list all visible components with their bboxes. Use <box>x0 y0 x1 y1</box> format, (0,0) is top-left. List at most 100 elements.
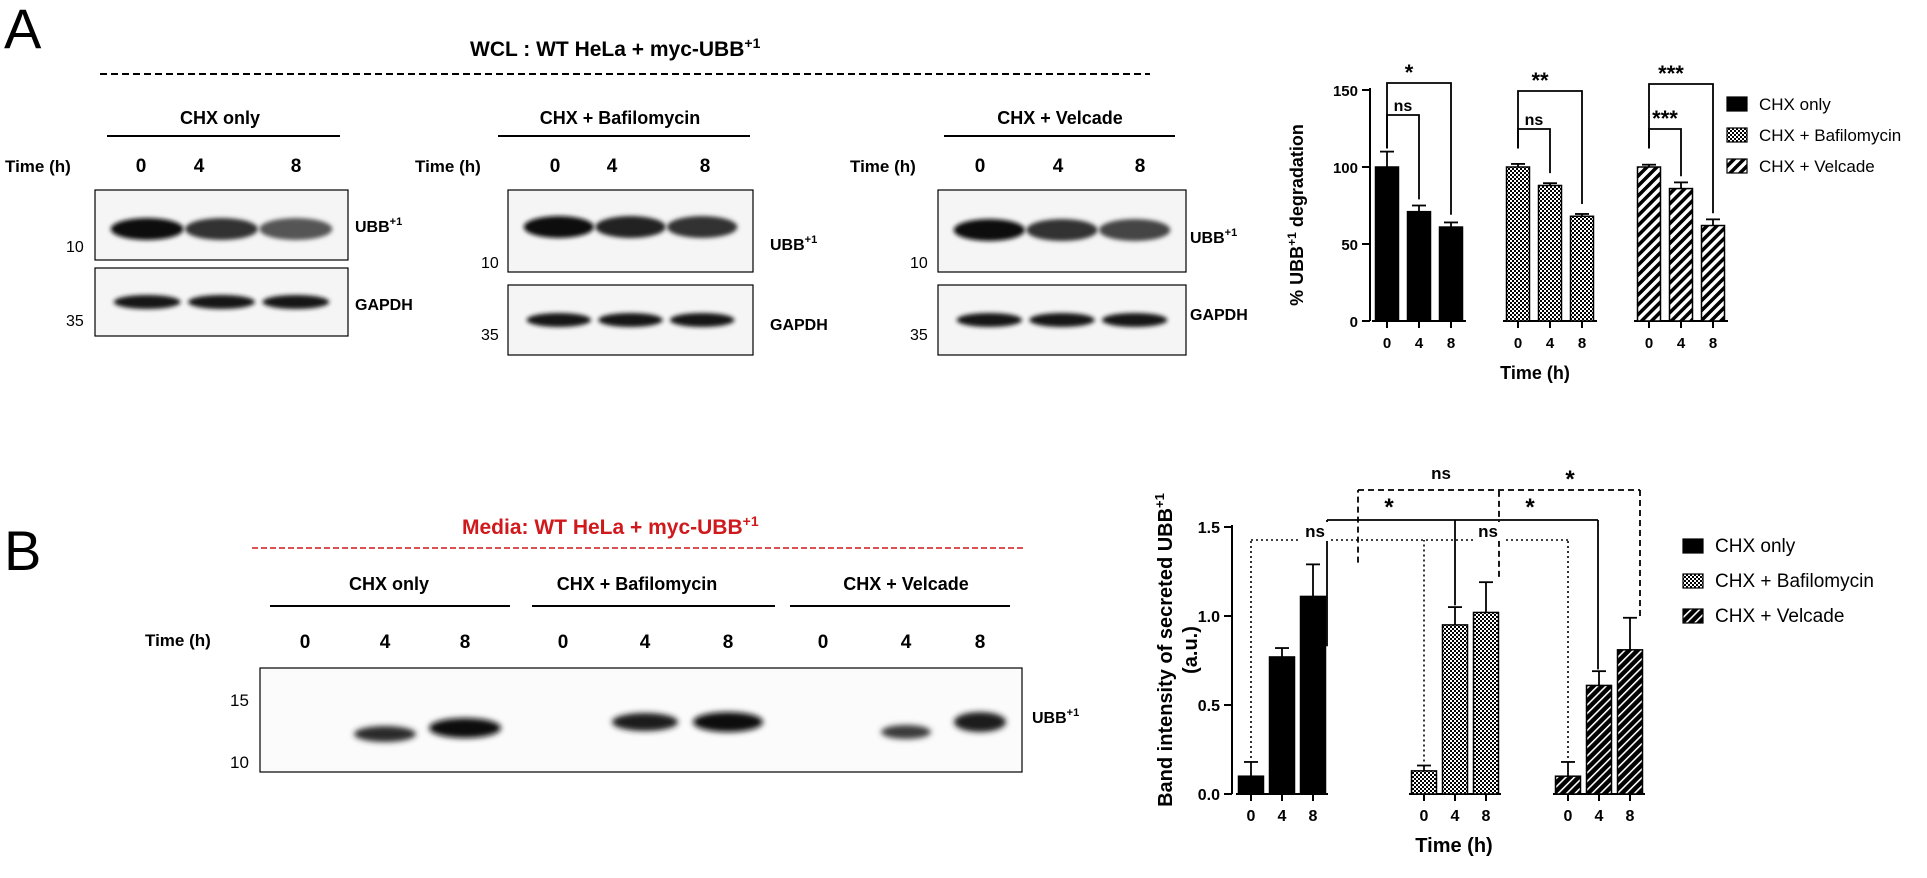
x-tick-label: 8 <box>1709 335 1717 352</box>
bar <box>1237 775 1265 795</box>
blot-a-gapdh-band <box>113 295 181 309</box>
y-axis-label: Band intensity of secreted UBB+1 <box>1152 493 1177 807</box>
blot-a-1: CHX only Time (h) 0 4 8 UBB+1 GAPDH 10 35 <box>5 108 413 337</box>
x-tick-label: 8 <box>1447 335 1455 352</box>
blot-a-mw-top: 10 <box>66 239 84 256</box>
x-tick-label: 0 <box>1514 335 1522 352</box>
x-tick-label: 4 <box>1546 335 1555 352</box>
blot-a-title: CHX only <box>180 108 260 128</box>
significance-label: * <box>1384 494 1394 521</box>
y-axis-label-text: % UBB <box>1287 246 1307 306</box>
blot-b-time-0: 0 <box>818 632 829 653</box>
blot-a-time-8: 8 <box>291 156 302 177</box>
blot-a-gapdh-band <box>188 295 255 309</box>
x-axis-label: Time (h) <box>1415 835 1492 857</box>
significance-bracket <box>1386 82 1452 215</box>
panel-b-blot: CHX only 0 4 8 CHX + Bafilomycin 0 4 8 CHX + Vel… <box>145 574 1079 773</box>
x-tick-label: 8 <box>1626 808 1635 825</box>
blot-a-time-label: Time (h) <box>850 157 916 176</box>
blot-a-ubb-label-text: UBB <box>1190 230 1225 247</box>
legend-swatch <box>1726 96 1748 112</box>
significance-label: * <box>1405 60 1414 85</box>
blot-a-gapdh-band <box>262 295 330 309</box>
chart-a: 0 50 100 150 0 4 8 0 4 8 0 4 8 Time (h) CHX only CHX + … <box>1285 60 1901 383</box>
blot-b-ubb-label-text: UBB <box>1032 710 1067 727</box>
x-tick-label: 4 <box>1451 808 1460 825</box>
legend-swatch <box>1682 538 1704 554</box>
blot-b-time-8: 8 <box>975 632 986 653</box>
legend-swatch <box>1682 573 1704 589</box>
blot-a-gapdh-label: GAPDH <box>1190 307 1248 324</box>
legend-label: CHX only <box>1759 95 1831 114</box>
blot-b-mw-10: 10 <box>230 753 249 772</box>
bar <box>1700 224 1726 322</box>
blot-a-ubb-band <box>259 218 333 240</box>
x-tick-label: 0 <box>1247 808 1256 825</box>
blot-a-time-0: 0 <box>975 156 986 177</box>
blot-b-ubb-band <box>612 713 678 731</box>
y-tick-label: 150 <box>1333 83 1358 100</box>
blot-b-group-title: CHX only <box>349 574 429 594</box>
bar <box>1537 184 1563 322</box>
blot-a-mw-bottom: 35 <box>910 327 928 344</box>
blot-b-time-label: Time (h) <box>145 631 211 650</box>
bar <box>1505 166 1531 322</box>
blot-a-gapdh-band <box>956 313 1023 327</box>
blot-a-ubb-band <box>1099 219 1171 241</box>
legend-swatch <box>1726 127 1748 143</box>
y-axis-label-text: Band intensity of secreted UBB <box>1155 508 1177 807</box>
blot-b-ubb-band <box>954 712 1006 732</box>
blot-a-ubb-label-sup: +1 <box>805 234 818 246</box>
bar <box>1569 215 1595 322</box>
bar <box>1554 775 1582 795</box>
panel-b-header-sup: +1 <box>743 513 759 529</box>
blot-a-time-4: 4 <box>607 156 618 177</box>
blot-a-mw-bottom: 35 <box>481 327 499 344</box>
y-axis-label-suffix: degradation <box>1287 124 1307 232</box>
significance-label: * <box>1565 466 1575 493</box>
legend-label: CHX + Bafilomycin <box>1759 126 1901 145</box>
y-tick-label: 0.5 <box>1198 698 1220 715</box>
significance-label: ns <box>1394 98 1413 115</box>
blot-a-ubb-band <box>185 218 258 240</box>
significance-label: ns <box>1431 464 1451 483</box>
blot-b-ubb-band <box>693 712 763 732</box>
legend-swatch <box>1682 608 1704 624</box>
bar <box>1636 166 1662 322</box>
blot-a-time-0: 0 <box>550 156 561 177</box>
blot-b-time-8: 8 <box>460 632 471 653</box>
panel-a-header-sup: +1 <box>744 35 760 51</box>
blot-a-time-label: Time (h) <box>5 157 71 176</box>
blot-b-group-title: CHX + Bafilomycin <box>557 574 718 594</box>
bar <box>1441 624 1469 795</box>
significance-label: *** <box>1658 61 1684 86</box>
legend-label: CHX + Bafilomycin <box>1715 571 1874 592</box>
x-tick-label: 0 <box>1564 808 1573 825</box>
blot-a-ubb-band <box>1026 219 1098 241</box>
y-axis-label-2: (a.u.) <box>1180 626 1202 674</box>
x-tick-label: 4 <box>1595 808 1604 825</box>
bar <box>1268 656 1296 795</box>
blot-a-title: CHX + Velcade <box>997 108 1123 128</box>
y-tick-label: 1.5 <box>1198 520 1220 537</box>
blot-a-ubb-label: UBB+1 <box>355 216 402 236</box>
x-tick-label: 0 <box>1420 808 1429 825</box>
blot-b-mw-15: 15 <box>230 691 249 710</box>
x-tick-label: 4 <box>1415 335 1424 352</box>
y-tick-label: 1.0 <box>1198 609 1220 626</box>
blot-a-ubb-band <box>523 216 594 238</box>
significance-label-bg <box>1300 522 1330 541</box>
blot-a-ubb-label-text: UBB <box>355 219 390 236</box>
blot-a-time-4: 4 <box>1053 156 1064 177</box>
x-tick-label: 4 <box>1278 808 1287 825</box>
y-tick-label: 0.0 <box>1198 787 1220 804</box>
x-tick-label: 8 <box>1482 808 1491 825</box>
x-tick-label: 8 <box>1578 335 1586 352</box>
blot-a-gapdh-band <box>1101 313 1168 327</box>
blot-a-3: CHX + Velcade Time (h) 0 4 8 UBB+1 GAPDH 10 35 <box>850 108 1248 356</box>
blot-a-time-8: 8 <box>1135 156 1146 177</box>
blot-a-time-label: Time (h) <box>415 157 481 176</box>
bar <box>1406 210 1432 322</box>
panel-a-letter: A <box>4 0 42 60</box>
